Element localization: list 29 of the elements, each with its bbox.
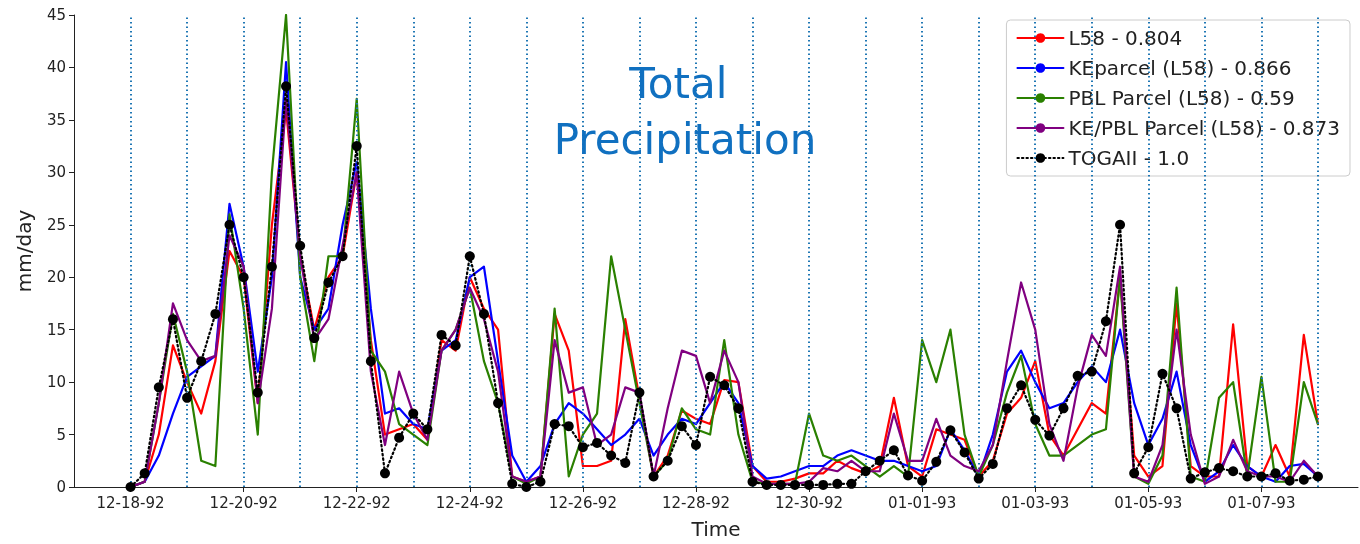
- y-tick-label: 15: [46, 320, 66, 339]
- y-axis-title: mm/day: [12, 209, 36, 293]
- y-tick-label: 20: [46, 268, 66, 287]
- y-tick-label: 10: [46, 373, 66, 392]
- x-tick-label: 12-18-92: [96, 493, 165, 512]
- x-tick-label: 12-20-92: [209, 493, 278, 512]
- y-tick-label: 0: [56, 478, 66, 496]
- y-tick-label: 5: [56, 425, 66, 444]
- x-tick-label: 01-01-93: [888, 493, 957, 512]
- y-tick-label: 40: [46, 58, 66, 77]
- legend-label: PBL Parcel (L58) - 0.59: [1068, 86, 1295, 110]
- legend-label: KE/PBL Parcel (L58) - 0.873: [1068, 116, 1341, 140]
- y-tick-label: 35: [46, 110, 66, 129]
- x-tick-label: 12-24-92: [435, 493, 504, 512]
- x-tick-label: 01-03-93: [1001, 493, 1070, 512]
- y-tick-label: 25: [46, 215, 66, 234]
- y-tick-label: 30: [46, 163, 66, 182]
- x-tick-label: 01-07-93: [1227, 493, 1296, 512]
- y-tick-label: 45: [46, 6, 66, 24]
- x-tick-label: 12-26-92: [548, 493, 617, 512]
- x-axis-title: Time: [690, 517, 741, 541]
- x-tick-label: 12-28-92: [661, 493, 731, 512]
- legend-label: L58 - 0.804: [1068, 26, 1183, 50]
- x-tick-label: 12-30-92: [775, 493, 844, 512]
- x-tick-label: 12-22-92: [322, 493, 391, 512]
- legend-label: KEparcel (L58) - 0.866: [1068, 56, 1292, 80]
- text: Total Precipitation: [553, 58, 817, 164]
- legend-label: TOGAII - 1.0: [1067, 146, 1190, 170]
- x-tick-label: 01-05-93: [1114, 493, 1183, 512]
